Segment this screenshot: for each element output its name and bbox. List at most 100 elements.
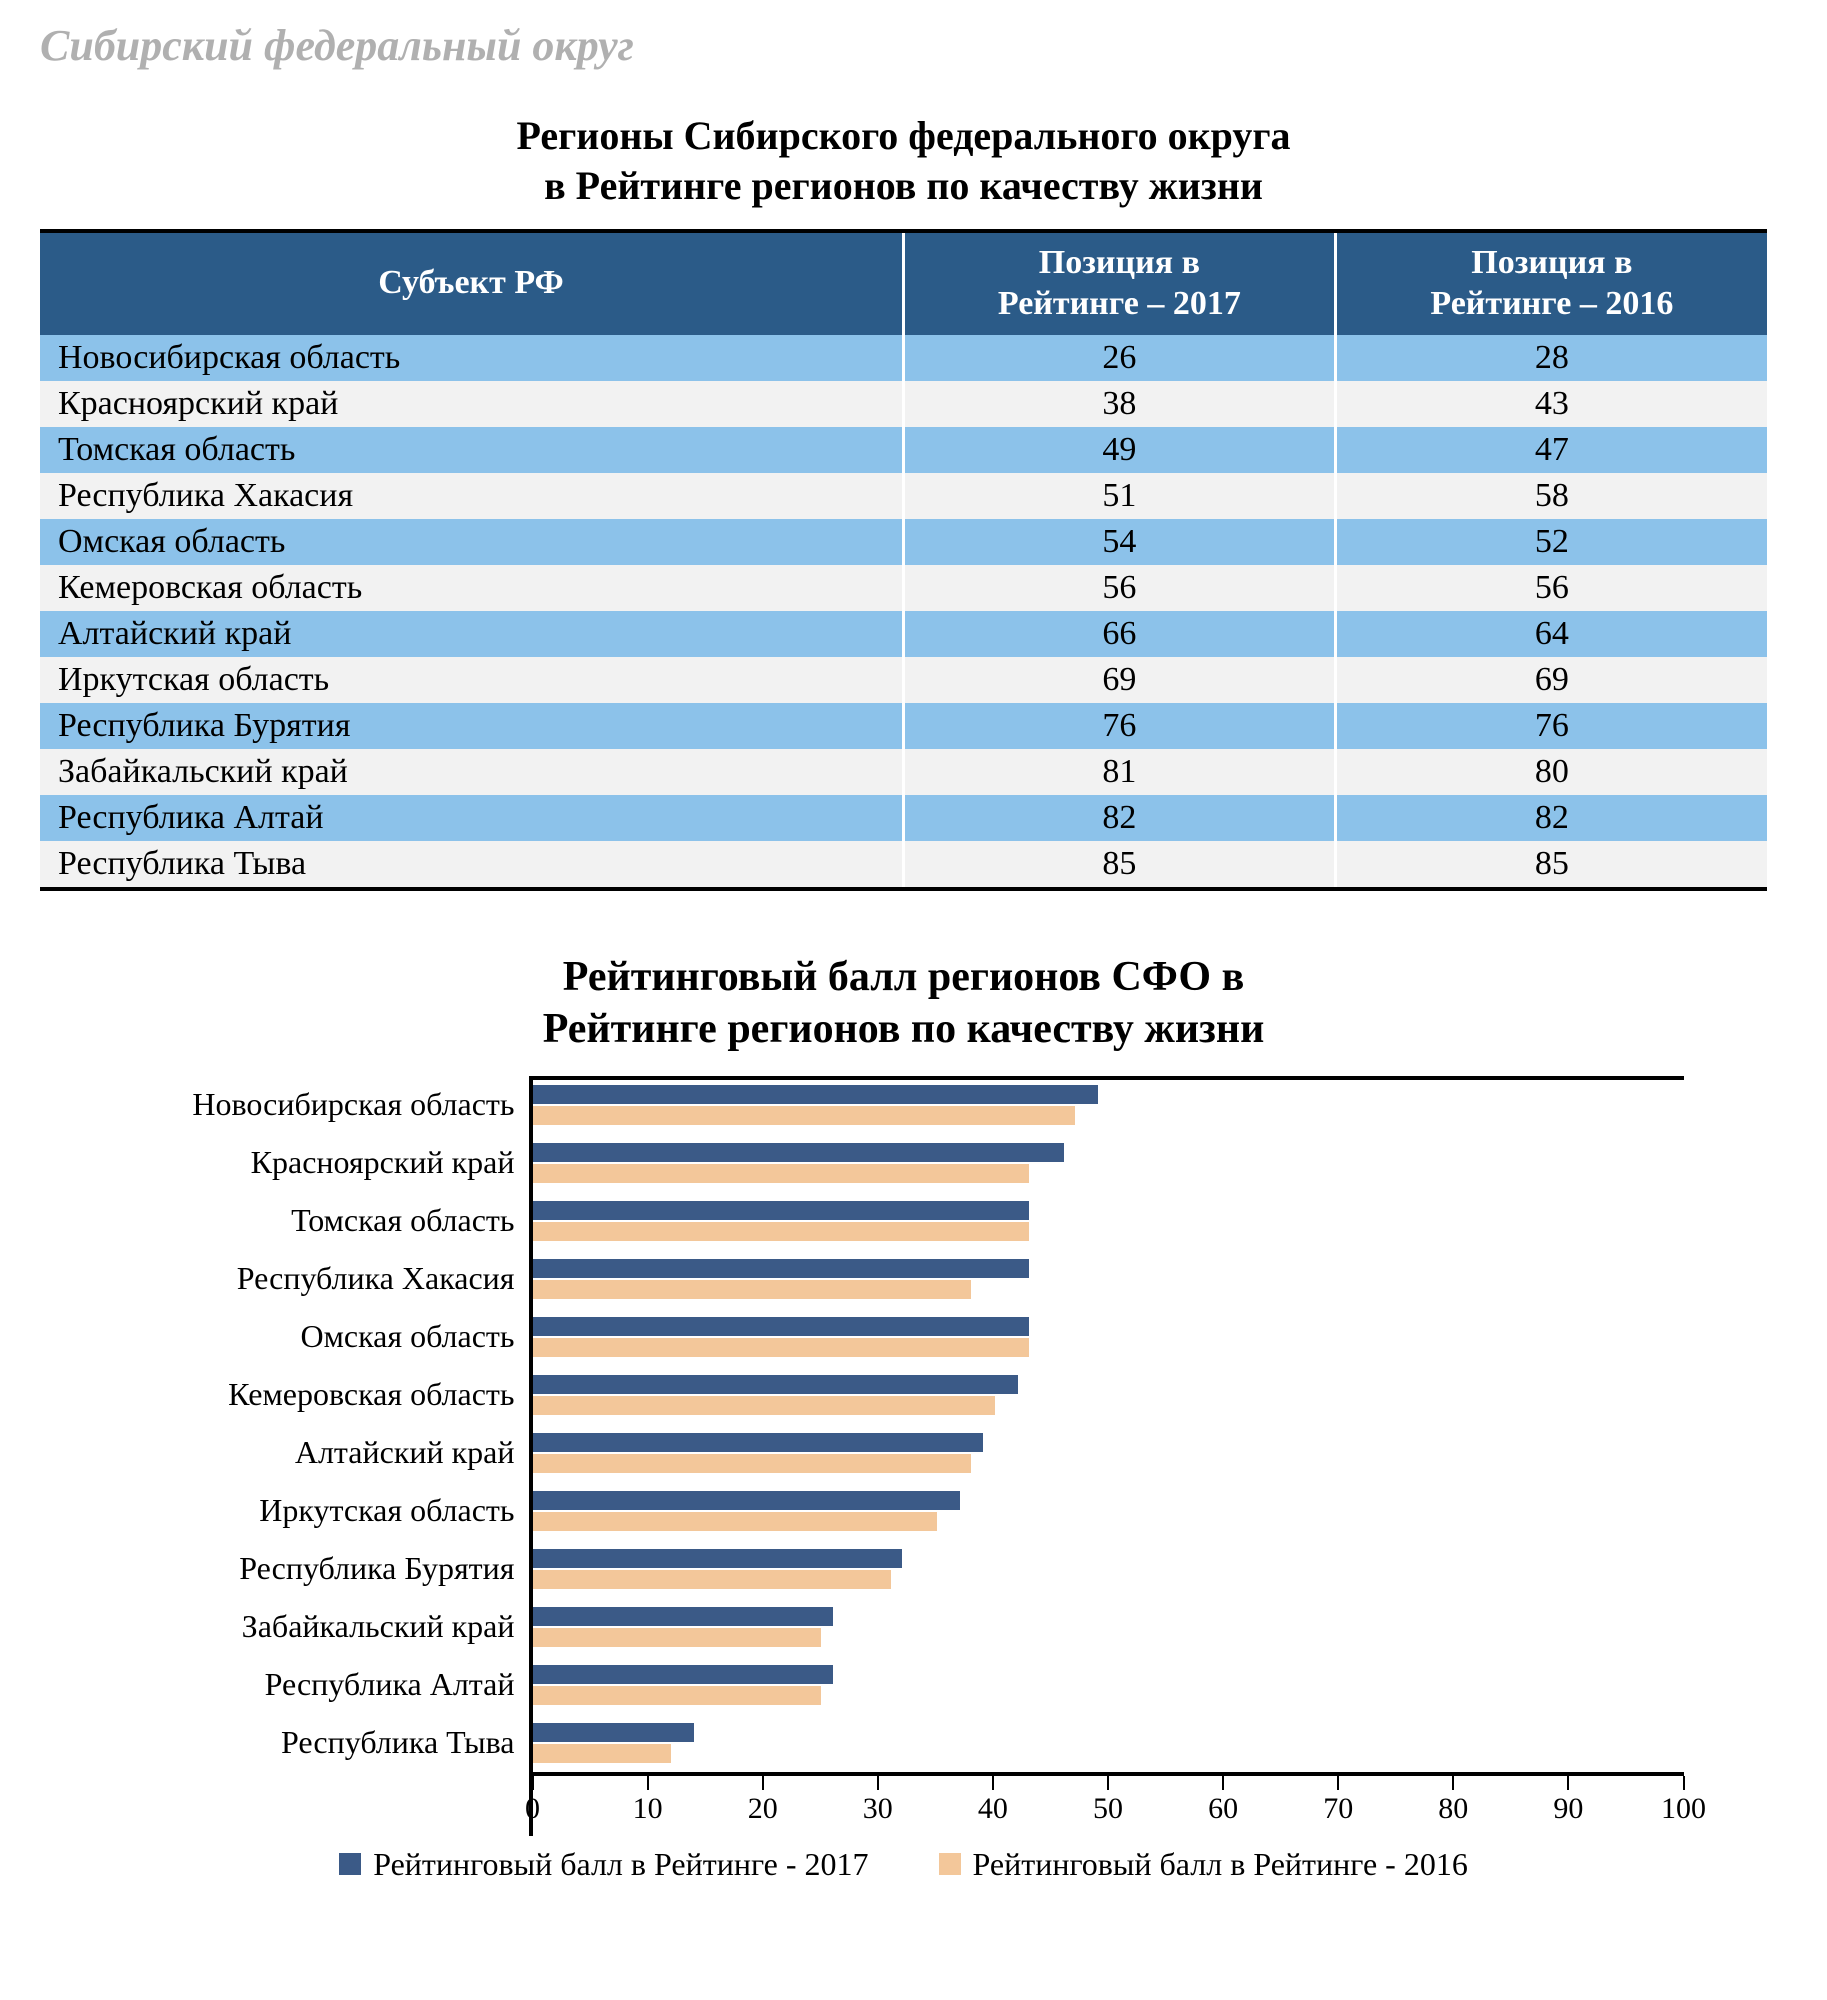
chart-xtick-label: 10 [633,1792,663,1826]
cell-pos-2016: 28 [1335,335,1767,381]
chart-bar-row [533,1540,1684,1598]
chart-bar [533,1222,1030,1241]
chart-xtick [877,1776,879,1790]
chart-xtick-label: 50 [1093,1792,1123,1826]
chart-xtick-label: 100 [1661,1792,1706,1826]
chart-xtick [1683,1776,1685,1790]
cell-subject: Забайкальский край [40,749,904,795]
chart-bar-row [533,1598,1684,1656]
table-title-line2: в Рейтинге регионов по качеству жизни [544,163,1263,208]
chart-bar [533,1433,983,1452]
table-row: Омская область5452 [40,519,1767,565]
chart-category-label: Забайкальский край [124,1598,529,1656]
cell-subject: Республика Тыва [40,841,904,889]
chart-bar-row [533,1656,1684,1714]
col-pos-2017: Позиция вРейтинге – 2017 [904,231,1336,335]
cell-pos-2017: 56 [904,565,1336,611]
chart-bars [533,1076,1684,1772]
legend-swatch [939,1853,961,1875]
chart-xtick [1567,1776,1569,1790]
ranking-table: Субъект РФ Позиция вРейтинге – 2017 Пози… [40,229,1767,891]
cell-subject: Республика Хакасия [40,473,904,519]
cell-pos-2016: 56 [1335,565,1767,611]
cell-subject: Томская область [40,427,904,473]
chart-y-labels: Новосибирская областьКрасноярский крайТо… [124,1076,529,1836]
cell-pos-2017: 49 [904,427,1336,473]
chart-category-label: Новосибирская область [124,1076,529,1134]
cell-subject: Новосибирская область [40,335,904,381]
chart-xtick [1452,1776,1454,1790]
cell-subject: Алтайский край [40,611,904,657]
chart-bar [533,1106,1076,1125]
chart-bar-row [533,1308,1684,1366]
cell-pos-2016: 85 [1335,841,1767,889]
cell-pos-2016: 52 [1335,519,1767,565]
chart-xtick-label: 0 [525,1792,540,1826]
table-row: Республика Алтай8282 [40,795,1767,841]
chart-xtick [1222,1776,1224,1790]
cell-pos-2016: 76 [1335,703,1767,749]
cell-subject: Красноярский край [40,381,904,427]
cell-subject: Республика Алтай [40,795,904,841]
chart-bar [533,1549,903,1568]
chart-bar [533,1744,672,1763]
chart-bar [533,1628,822,1647]
legend-item: Рейтинговый балл в Рейтинге - 2016 [939,1846,1468,1883]
chart-category-label: Красноярский край [124,1134,529,1192]
chart-bar [533,1570,891,1589]
chart-bar [533,1607,833,1626]
chart-category-label: Республика Тыва [124,1714,529,1772]
cell-pos-2016: 47 [1335,427,1767,473]
chart-bar [533,1686,822,1705]
cell-pos-2016: 64 [1335,611,1767,657]
chart-bar [533,1665,833,1684]
cell-pos-2017: 26 [904,335,1336,381]
chart-xtick [532,1776,534,1790]
chart-area: Новосибирская областьКрасноярский крайТо… [124,1076,1684,1836]
cell-pos-2016: 58 [1335,473,1767,519]
chart-bar-row [533,1482,1684,1540]
table-row: Республика Тыва8585 [40,841,1767,889]
chart-xtick-label: 40 [978,1792,1008,1826]
chart-xtick [992,1776,994,1790]
cell-pos-2017: 54 [904,519,1336,565]
chart-bar [533,1375,1018,1394]
cell-pos-2017: 82 [904,795,1336,841]
table-row: Томская область4947 [40,427,1767,473]
cell-pos-2017: 51 [904,473,1336,519]
chart-bar [533,1317,1030,1336]
table-row: Новосибирская область2628 [40,335,1767,381]
chart-bar-row [533,1192,1684,1250]
chart-bar [533,1396,995,1415]
table-row: Алтайский край6664 [40,611,1767,657]
chart-legend: Рейтинговый балл в Рейтинге - 2017Рейтин… [40,1846,1767,1883]
chart-xtick-label: 90 [1553,1792,1583,1826]
chart-bar-row [533,1424,1684,1482]
chart-category-label: Республика Бурятия [124,1540,529,1598]
chart-title-line2: Рейтинге регионов по качеству жизни [543,1006,1265,1052]
district-heading: Сибирский федеральный округ [40,20,1767,71]
chart-bar [533,1491,960,1510]
chart-category-label: Омская область [124,1308,529,1366]
chart-xtick [762,1776,764,1790]
cell-subject: Кемеровская область [40,565,904,611]
cell-subject: Республика Бурятия [40,703,904,749]
chart-x-axis: 0102030405060708090100 [533,1772,1684,1836]
chart-bar [533,1164,1030,1183]
chart-plot: 0102030405060708090100 [529,1076,1684,1836]
chart-category-label: Республика Алтай [124,1656,529,1714]
cell-pos-2016: 80 [1335,749,1767,795]
cell-pos-2017: 81 [904,749,1336,795]
chart-category-label: Кемеровская область [124,1366,529,1424]
chart-block: Рейтинговый балл регионов СФО в Рейтинге… [40,951,1767,1883]
cell-pos-2016: 82 [1335,795,1767,841]
cell-pos-2017: 76 [904,703,1336,749]
chart-bar [533,1454,972,1473]
chart-bar [533,1201,1030,1220]
chart-category-label: Томская область [124,1192,529,1250]
chart-category-label: Республика Хакасия [124,1250,529,1308]
table-header-row: Субъект РФ Позиция вРейтинге – 2017 Пози… [40,231,1767,335]
table-row: Кемеровская область5656 [40,565,1767,611]
legend-label: Рейтинговый балл в Рейтинге - 2016 [973,1846,1468,1883]
chart-bar-row [533,1076,1684,1134]
